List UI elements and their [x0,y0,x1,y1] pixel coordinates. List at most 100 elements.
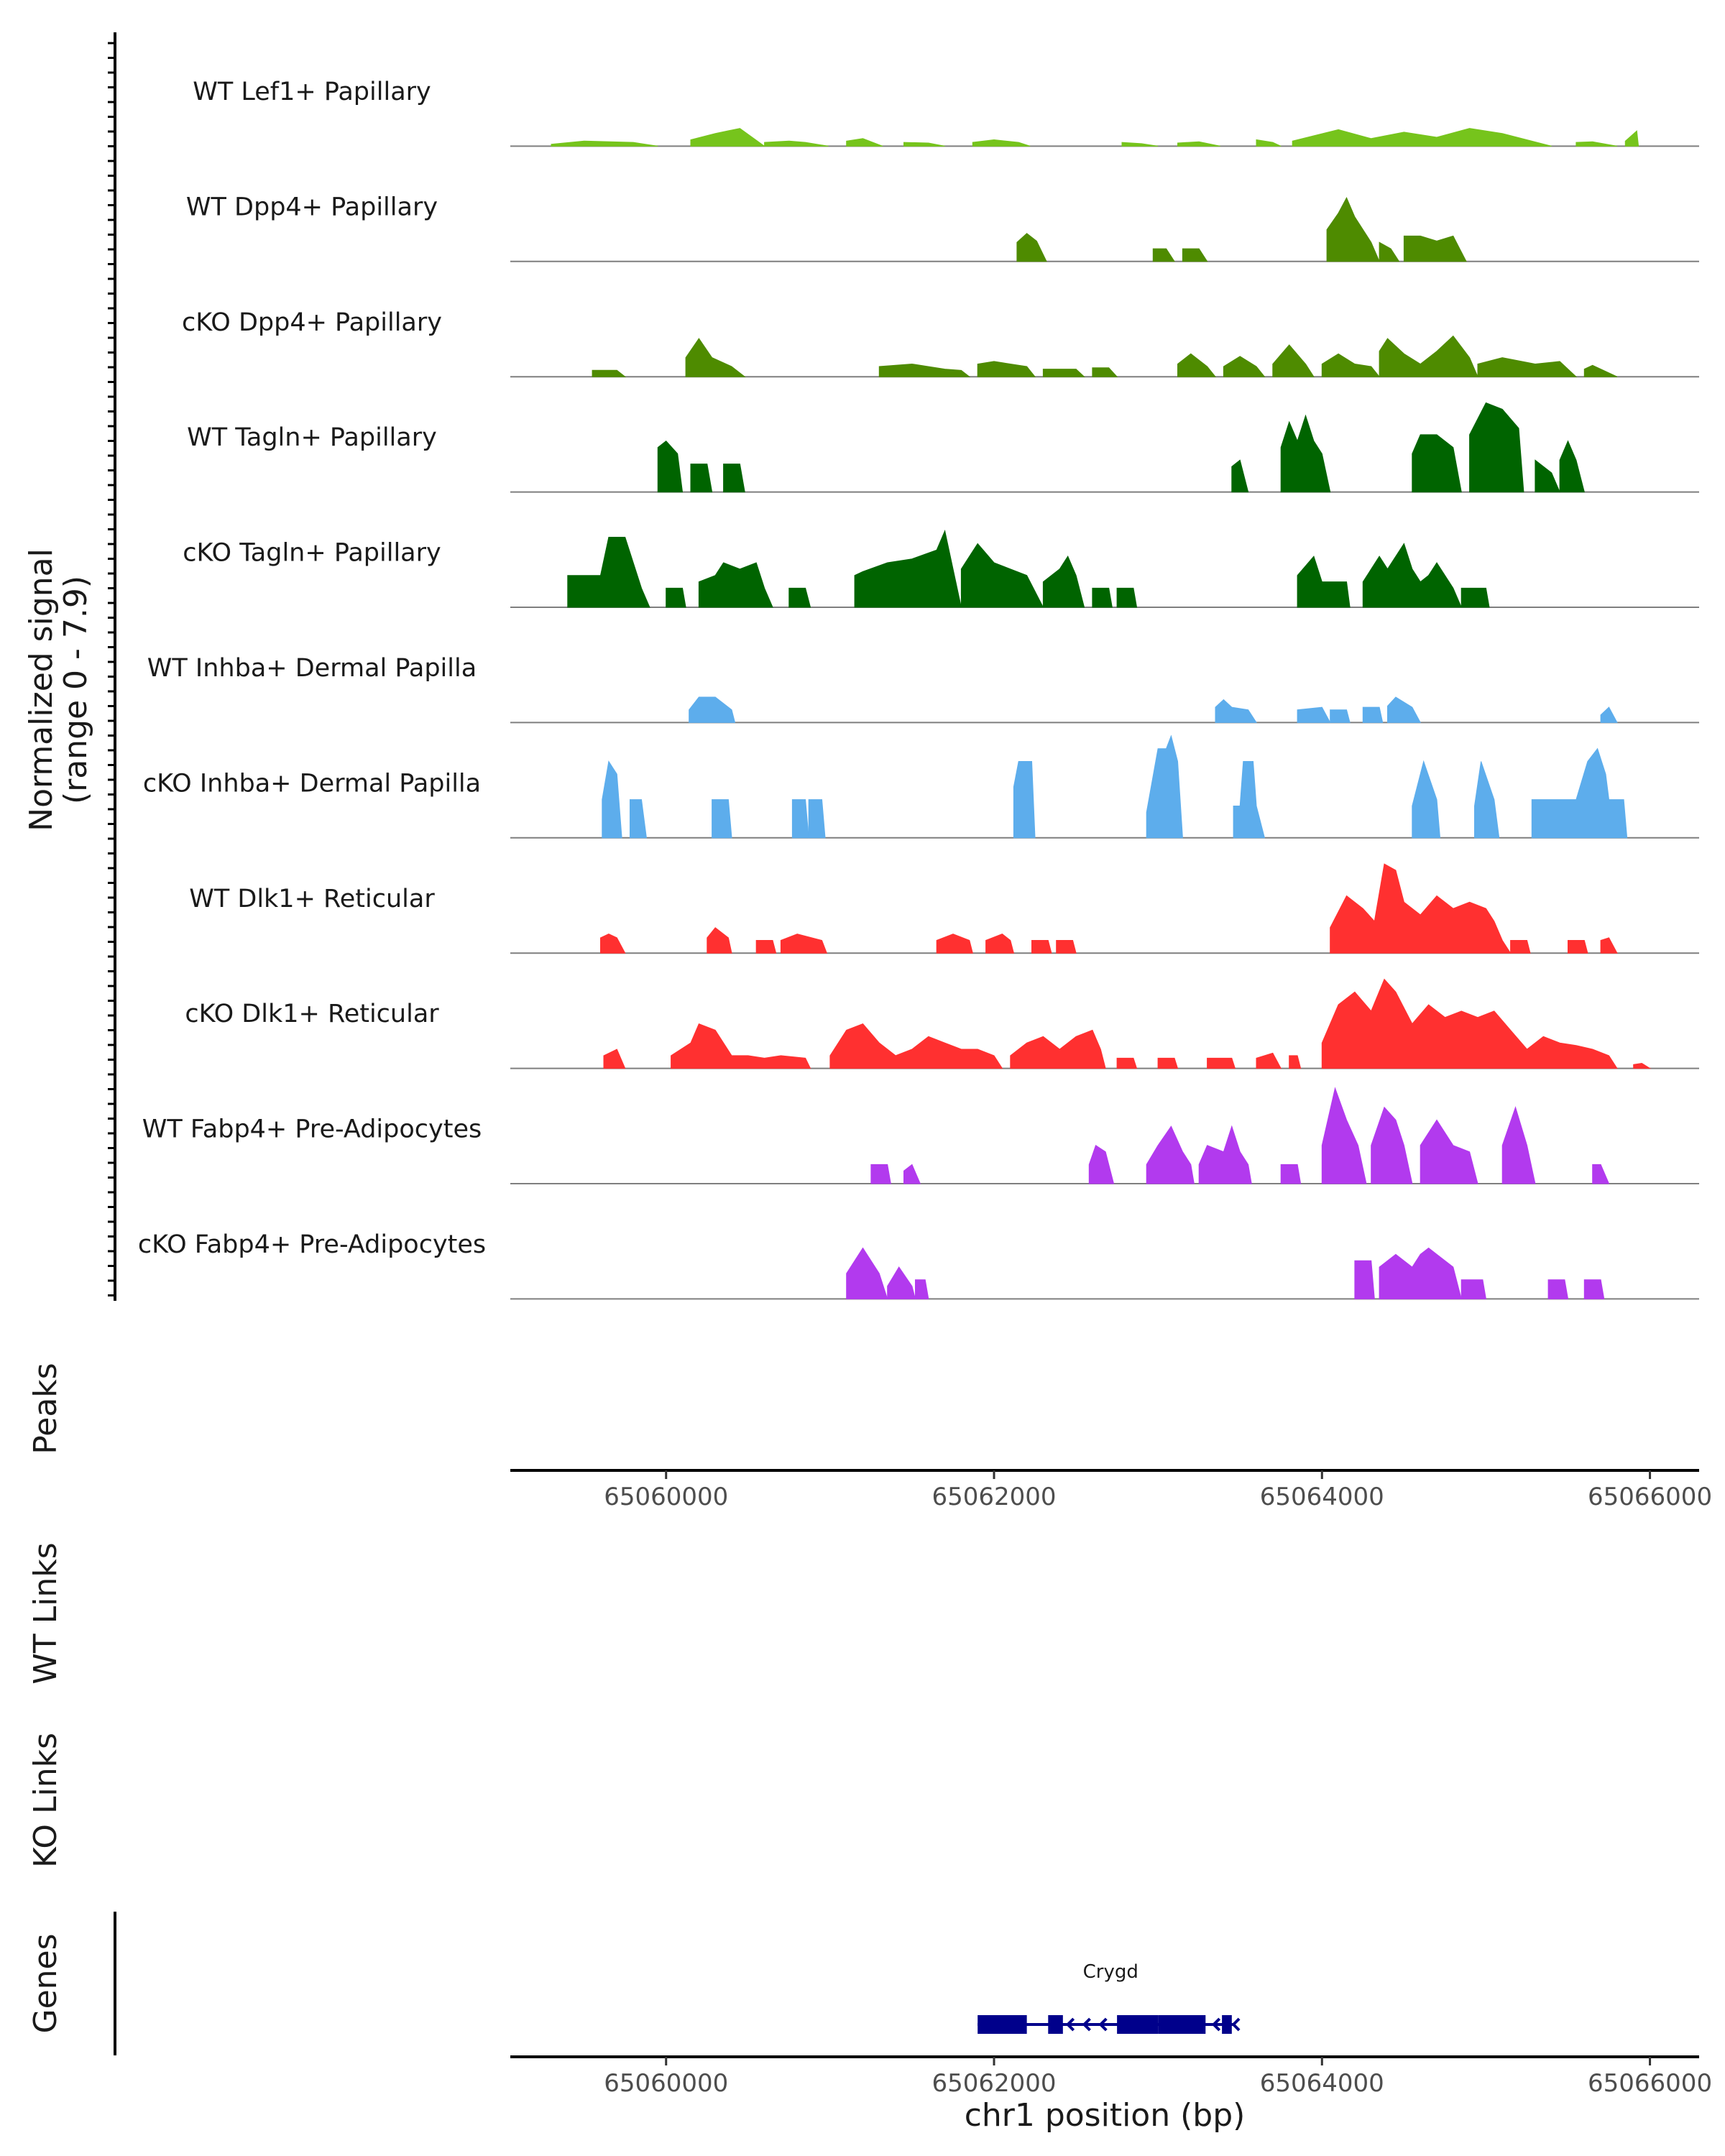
track-label: WT Lef1+ Papillary [193,78,431,106]
y-axis-ticks [108,42,115,1296]
track-signal-area [1292,128,1552,147]
track-label: cKO Fabp4+ Pre-Adipocytes [138,1230,486,1259]
track-signal-area [1568,940,1588,954]
track-signal-area [1289,1055,1302,1069]
track-signal-area [1280,1164,1302,1184]
x-axis-tick-label: 65062000 [932,1483,1056,1511]
track-signal-area [1469,402,1524,493]
track-signal-area [1088,1145,1115,1184]
track-signal-area [690,128,766,147]
track-signal-area [698,562,773,608]
track-signal-area [846,138,883,147]
y-axis-title: Normalized signal [23,548,60,831]
gene-strand-arrow [1231,2017,1241,2032]
track-signal-area [1379,335,1478,377]
track-signal-area [1460,1279,1486,1299]
track-areas [510,128,1699,1300]
track-signal-area [1177,141,1220,147]
track-signal-area [1387,696,1422,723]
track-signal-area [1412,434,1462,493]
track-signal-area [1330,709,1351,723]
track-signal-area [671,1023,811,1069]
peaks-panel-label: Peaks [27,1363,64,1454]
gene-exon [1158,2015,1206,2034]
track-signal-area [1182,248,1208,262]
gene-strand-arrow [1211,2017,1221,2032]
x-axis-tick-label: 65060000 [604,2069,728,2098]
x-axis-tick-label: 65064000 [1260,1483,1384,1511]
gene-track: Crygd [978,1961,1241,2034]
track-signal-area [1477,357,1578,377]
track-signal-area [1420,1119,1478,1184]
track-signal-area [1233,761,1266,839]
track-signal-area [1297,706,1331,723]
track-signal-area [764,140,829,147]
track-signal-area [1531,747,1628,839]
track-signal-area [1231,459,1249,493]
track-signal-area [887,1266,916,1299]
track-signal-area [1600,937,1618,954]
track-signal-area [1624,130,1639,147]
track-signal-area [1280,414,1331,493]
x-axis-tick-label: 65064000 [1260,2069,1384,2098]
track-signal-area [1321,353,1381,377]
x-axis-tick-label: 65066000 [1588,1483,1712,1511]
track-signal-area [1371,1106,1413,1184]
track-signal-area [1330,863,1512,954]
track-signal-area [630,799,647,839]
track-label: WT Dlk1+ Reticular [189,885,435,913]
track-signal-area [1600,706,1618,723]
track-signal-area [936,934,973,954]
track-labels: WT Lef1+ Papillary WT Dpp4+ Papillary cKO … [138,78,486,1259]
y-axis-title-range: (range 0 - 7.9) [58,576,94,804]
track-signal-area [603,1049,626,1069]
track-label: WT Tagln+ Papillary [187,423,437,452]
track-signal-area [1042,556,1085,608]
x-axis-tick-label: 65060000 [604,1483,728,1511]
track-signal-area [1362,706,1384,723]
track-signal-area [755,940,777,954]
track-signal-area [870,1164,891,1184]
track-signal-area [1157,1057,1179,1069]
gene-exon [1117,2015,1159,2034]
gene-exon [978,2015,1027,2034]
track-label: cKO Tagln+ Papillary [183,539,441,568]
gene-name-label: Crygd [1083,1961,1138,1983]
track-signal-area [1321,1087,1367,1184]
track-signal-area [1354,1260,1375,1299]
track-signal-area [1633,1062,1652,1069]
track-signal-area [1547,1279,1569,1299]
track-signal-area [551,140,658,147]
track-signal-area [1016,233,1047,262]
gene-strand-arrow [1082,2017,1091,2032]
track-signal-area [657,441,684,493]
track-signal-area [1215,699,1257,723]
x-axis-tick-label: 65062000 [932,2069,1056,2098]
track-signal-area [1177,353,1217,377]
track-signal-area [854,530,962,608]
track-signal-area [690,464,713,493]
track-signal-area [1010,1029,1106,1069]
track-signal-area [1510,940,1531,954]
track-signal-area [829,1023,1003,1069]
track-signal-area [1362,543,1462,608]
track-signal-area [878,363,971,377]
track-signal-area [1198,1125,1252,1184]
track-signal-area [903,142,945,147]
track-signal-area [1326,197,1380,262]
track-signal-area [1403,235,1467,262]
peaks-x-axis: 65060000 65062000 65064000 65066000 [604,1470,1712,1511]
track-label: WT Inhba+ Dermal Papilla [147,654,477,683]
track-signal-area [1031,940,1052,954]
track-signal-area [1460,587,1490,608]
track-signal-area [689,696,736,723]
track-signal-area [1297,556,1351,608]
track-signal-area [1559,440,1585,493]
track-signal-area [1535,459,1560,493]
track-signal-area [1146,734,1183,839]
track-signal-area [1056,940,1077,954]
track-signal-area [1272,344,1315,377]
track-signal-area [1092,587,1113,608]
track-signal-area [666,587,686,608]
